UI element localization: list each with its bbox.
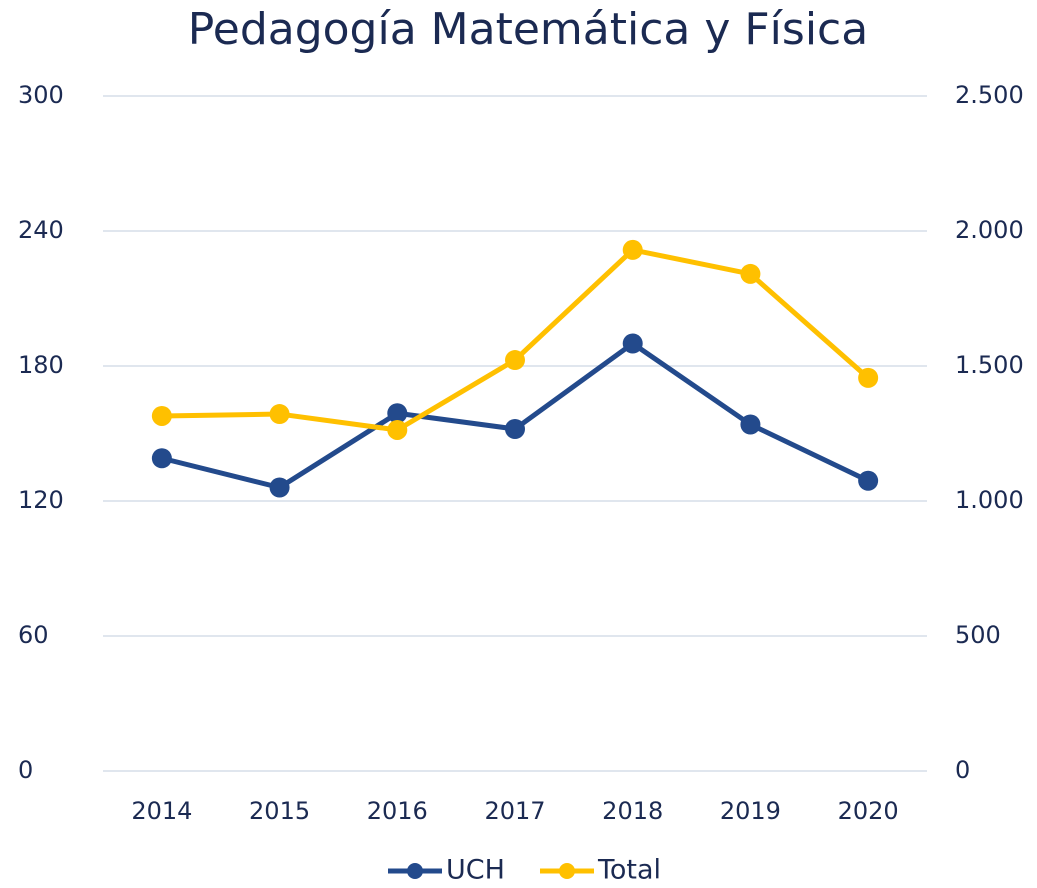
legend-marker	[407, 863, 423, 879]
data-point	[622, 333, 643, 354]
chart-title: Pedagogía Matemática y Física	[188, 4, 868, 55]
data-point	[269, 404, 290, 425]
data-point	[269, 477, 290, 498]
data-point	[740, 414, 761, 435]
y2-tick-label: 1.000	[955, 486, 1024, 514]
data-point	[622, 239, 643, 260]
series-line	[161, 247, 870, 433]
y2-tick-label: 500	[955, 621, 1001, 649]
data-point	[505, 350, 525, 371]
data-point	[858, 470, 879, 491]
x-tick-label: 2020	[838, 797, 899, 825]
y-tick-label: 0	[18, 756, 33, 784]
y-tick-label: 60	[18, 621, 49, 649]
data-point	[387, 419, 408, 440]
data-point	[151, 405, 172, 426]
data-point	[151, 448, 172, 469]
y2-tick-label: 2.500	[955, 81, 1024, 109]
legend-label: Total	[597, 855, 661, 885]
y-tick-label: 180	[18, 351, 64, 379]
y2-tick-label: 1.500	[955, 351, 1024, 379]
x-tick-label: 2014	[131, 797, 192, 825]
y-tick-label: 240	[18, 216, 64, 244]
x-tick-label: 2015	[249, 797, 310, 825]
y-tick-label: 120	[18, 486, 64, 514]
data-point	[858, 367, 879, 388]
y2-tick-label: 0	[955, 756, 970, 784]
data-point	[505, 419, 525, 439]
legend-marker	[559, 863, 575, 879]
x-tick-label: 2018	[602, 797, 663, 825]
y2-tick-label: 2.000	[955, 216, 1024, 244]
data-point	[740, 263, 761, 284]
y-tick-label: 300	[18, 81, 64, 109]
x-tick-label: 2016	[367, 797, 428, 825]
x-tick-label: 2019	[720, 797, 781, 825]
legend-label: UCH	[446, 855, 505, 885]
data-point	[387, 403, 408, 424]
x-tick-label: 2017	[484, 797, 545, 825]
